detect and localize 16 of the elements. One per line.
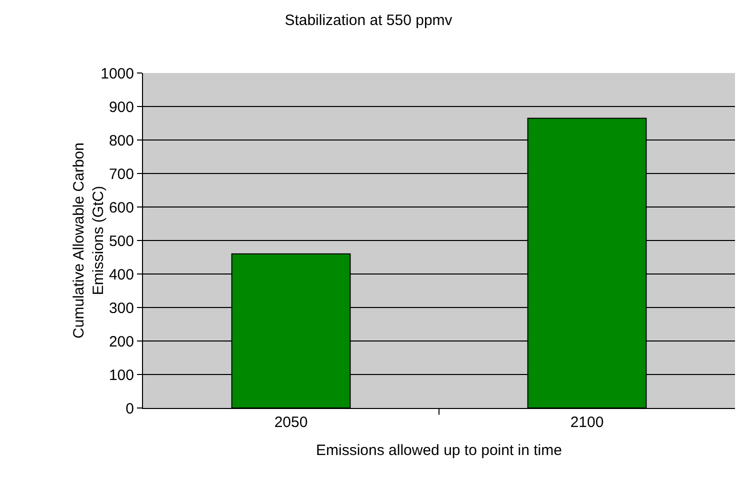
y-tick-label: 300 [108,300,134,317]
x-tick-label: 2050 [274,414,308,431]
x-axis-title: Emissions allowed up to point in time [316,442,562,459]
x-tick-label: 2100 [570,414,604,431]
y-tick-label: 700 [108,166,134,183]
chart-title: Stabilization at 550 ppmv [284,12,453,30]
y-tick-label: 500 [108,232,134,250]
y-tick-label: 0 [126,400,134,418]
y-tick-label: 800 [108,132,134,150]
y-tick-label: 100 [108,366,134,384]
y-tick-label: 200 [108,333,134,350]
y-tick-label: 1000 [100,65,134,82]
y-tick-label: 600 [108,199,134,216]
y-tick-label: 400 [108,266,134,284]
y-tick-label: 900 [108,98,134,116]
y-axis-title: Cumulative Allowable Carbon Emissions (GtC) [70,142,107,338]
